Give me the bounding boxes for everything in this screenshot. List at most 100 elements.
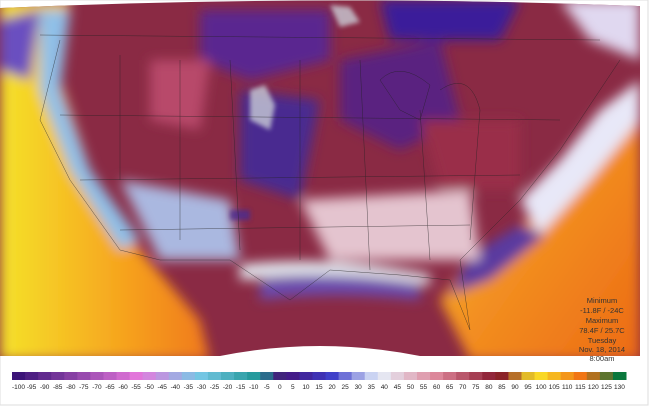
legend-swatch: [351, 372, 366, 380]
legend-swatch: [547, 372, 562, 380]
legend-swatch: [90, 372, 104, 380]
legend-tick-label: -80: [66, 384, 76, 391]
legend-tick-label: 30: [355, 384, 363, 391]
legend-swatch: [521, 372, 536, 380]
legend-swatch: [116, 372, 131, 380]
legend-swatch: [247, 372, 261, 380]
legend-tick-label: 40: [381, 384, 389, 391]
legend-tick-label: 120: [588, 384, 599, 391]
legend-tick-label: -10: [249, 384, 259, 391]
maximum-label: Maximum: [586, 316, 619, 325]
legend-tick-label: 55: [420, 384, 428, 391]
legend-tick-label: 5: [291, 384, 295, 391]
legend-tick-label: -95: [27, 384, 37, 391]
legend-swatch: [338, 372, 353, 380]
legend-swatch: [25, 372, 39, 380]
legend-swatch: [403, 372, 418, 380]
legend-tick-label: -20: [223, 384, 233, 391]
legend-tick-label: 10: [302, 384, 310, 391]
legend-tick-label: 130: [614, 384, 625, 391]
legend-tick-label: -45: [158, 384, 168, 391]
legend-tick-label: 105: [549, 384, 560, 391]
day: Tuesday: [588, 336, 617, 345]
legend-swatch: [573, 372, 588, 380]
minimum-value: -11.8F / -24C: [580, 306, 624, 315]
legend-tick-label: -25: [210, 384, 220, 391]
legend-tick-label: -60: [118, 384, 128, 391]
legend-tick-label: 65: [446, 384, 454, 391]
legend-swatch: [377, 372, 392, 380]
info-box: Minimum -11.8F / -24C Maximum 78.4F / 25…: [579, 296, 625, 363]
date: Nov. 18, 2014: [579, 345, 625, 354]
legend-swatch: [51, 372, 65, 380]
legend-swatch: [416, 372, 431, 380]
legend-tick-label: -90: [40, 384, 50, 391]
legend-tick-label: -35: [184, 384, 194, 391]
legend-swatch: [103, 372, 118, 380]
legend-tick-label: 60: [433, 384, 441, 391]
legend-swatch: [181, 372, 196, 380]
legend-tick-label: -50: [144, 384, 154, 391]
legend-swatch: [273, 372, 287, 380]
legend-tick-label: 50: [407, 384, 415, 391]
legend-swatch: [168, 372, 183, 380]
legend-tick-label: 15: [315, 384, 323, 391]
legend-swatch: [260, 372, 274, 380]
legend-tick-label: 0: [278, 384, 282, 391]
legend-tick-label: -55: [131, 384, 141, 391]
legend-tick-label: -40: [171, 384, 181, 391]
legend-swatch: [508, 372, 522, 380]
legend-swatch: [599, 372, 614, 380]
legend-swatch: [586, 372, 601, 380]
temperature-map: [0, 0, 640, 356]
legend-tick-label: 75: [472, 384, 480, 391]
legend-tick-label: 125: [601, 384, 612, 391]
legend-swatch: [495, 372, 509, 380]
legend-tick-label: 80: [485, 384, 493, 391]
time: 8:00am: [589, 354, 614, 363]
legend-swatch: [142, 372, 157, 380]
legend-swatch: [12, 372, 26, 380]
legend-swatch: [469, 372, 483, 380]
legend-swatch: [443, 372, 457, 380]
legend-swatch: [234, 372, 248, 380]
legend-swatch: [38, 372, 52, 380]
legend-swatch: [364, 372, 379, 380]
legend-tick-label: 70: [459, 384, 467, 391]
legend-swatch: [155, 372, 170, 380]
legend-swatch: [390, 372, 405, 380]
legend-swatch: [325, 372, 340, 380]
legend-tick-label: 90: [511, 384, 519, 391]
maximum-value: 78.4F / 25.7C: [579, 326, 625, 335]
legend-tick-label: 25: [342, 384, 350, 391]
legend-tick-label: -70: [92, 384, 102, 391]
legend-tick-label: -75: [79, 384, 89, 391]
legend-swatch: [456, 372, 470, 380]
legend-tick-label: 110: [562, 384, 573, 391]
legend-swatch: [482, 372, 496, 380]
legend-swatch: [299, 372, 313, 380]
legend-swatch: [560, 372, 575, 380]
legend-tick-label: -100: [12, 384, 25, 391]
legend-tick-label: 115: [575, 384, 586, 391]
legend-tick-label: -30: [197, 384, 207, 391]
legend-tick-label: 95: [524, 384, 532, 391]
legend-tick-label: -85: [53, 384, 63, 391]
legend-tick-label: -15: [236, 384, 246, 391]
legend-swatch: [612, 372, 627, 380]
legend-tick-label: 20: [328, 384, 336, 391]
legend-tick-label: 85: [498, 384, 506, 391]
legend-swatch: [534, 372, 549, 380]
legend-swatch: [64, 372, 78, 380]
legend-swatch: [312, 372, 327, 380]
minimum-label: Minimum: [587, 296, 617, 305]
legend-tick-label: -65: [105, 384, 115, 391]
legend-swatch: [286, 372, 300, 380]
legend-tick-label: 35: [368, 384, 376, 391]
legend-tick-label: 100: [536, 384, 547, 391]
legend-swatch: [129, 372, 144, 380]
legend-tick-label: -5: [264, 384, 270, 391]
legend-swatch: [221, 372, 235, 380]
